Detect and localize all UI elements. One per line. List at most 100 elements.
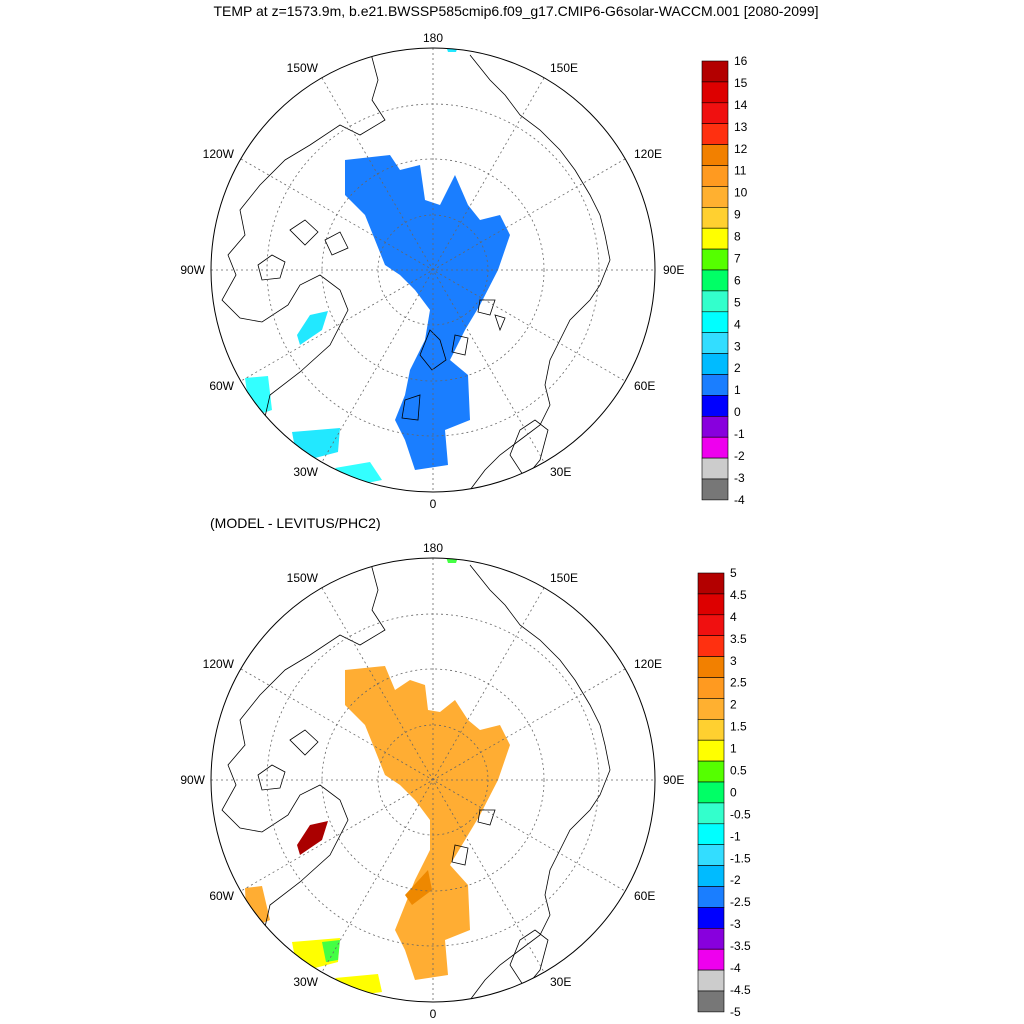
bottom-field-yellow-2 (335, 974, 382, 996)
top-polar-map: 180 0 90W 90E 150W 150E 120W 120E 60W 60… (180, 31, 684, 511)
colorbar-swatch (701, 332, 729, 354)
colorbar-label: 2.5 (730, 676, 747, 690)
bottom-field-orange-patch (245, 886, 270, 925)
colorbar-label: 3.5 (730, 632, 747, 646)
bottom-lon-labels: 180 0 90W 90E 150W 150E 120W 120E 60W 60… (180, 541, 684, 1021)
colorbar-label: 8 (734, 230, 741, 244)
colorbar-label: 2 (734, 361, 741, 375)
colorbar-swatch (701, 81, 729, 104)
colorbar-swatch (701, 290, 729, 313)
colorbar-swatch (697, 572, 725, 595)
colorbar-swatch (701, 436, 729, 459)
colorbar-swatch (701, 60, 729, 83)
lon-label-30w: 30W (293, 975, 318, 989)
colorbar-label: -2 (730, 873, 741, 887)
bottom-colorbar: 5 4.5 4 3.5 3 2.5 2 1.5 1 0.5 0 -0.5 -1 -1.5 -2 -2.5 -3 -… (697, 566, 751, 1019)
colorbar-swatch (697, 886, 725, 908)
top-field-main (345, 155, 510, 470)
lon-label-150e: 150E (550, 61, 578, 75)
top-map-boundary (210, 47, 656, 493)
colorbar-label: 3 (730, 654, 737, 668)
lon-label-150w: 150W (287, 571, 319, 585)
colorbar-swatch (701, 374, 729, 396)
colorbar-label: 0.5 (730, 764, 747, 778)
bottom-field-green (322, 940, 340, 962)
colorbar-label: -2 (734, 449, 745, 463)
bottom-field-main (345, 666, 510, 980)
bottom-polar-map: 180 0 90W 90E 150W 150E 120W 120E 60W 60… (180, 541, 684, 1021)
colorbar-label: 4 (730, 610, 737, 624)
colorbar-label: 0 (734, 405, 741, 419)
colorbar-swatch (701, 207, 729, 229)
colorbar-swatch (697, 718, 725, 741)
colorbar-label: -4.5 (730, 983, 751, 997)
colorbar-swatch (701, 395, 729, 417)
lon-label-90e: 90E (663, 263, 684, 277)
top-field-patch-2 (245, 376, 272, 414)
colorbar-swatch (697, 844, 725, 866)
bottom-coastlines (221, 559, 611, 1001)
colorbar-label: 1 (734, 383, 741, 397)
colorbar-swatch (697, 990, 725, 1013)
lon-label-180: 180 (423, 31, 443, 45)
colorbar-swatch (697, 948, 725, 971)
lon-label-0: 0 (430, 1007, 437, 1021)
colorbar-swatch (701, 248, 729, 271)
colorbar-label: 15 (734, 76, 748, 90)
colorbar-label: -3.5 (730, 939, 751, 953)
colorbar-swatch (697, 802, 725, 825)
lon-label-120w: 120W (203, 147, 235, 161)
top-coastlines (221, 49, 611, 491)
colorbar-label: 4 (734, 317, 741, 331)
lon-label-90w: 90W (180, 773, 205, 787)
figure-title: TEMP at z=1573.9m, b.e21.BWSSP585cmip6.f… (213, 3, 818, 19)
bottom-graticule (211, 558, 655, 1002)
colorbar-label: 2 (730, 698, 737, 712)
lon-label-120e: 120E (634, 657, 662, 671)
colorbar-swatch (701, 227, 729, 250)
colorbar-label: 14 (734, 98, 748, 112)
colorbar-swatch (697, 907, 725, 929)
colorbar-swatch (701, 165, 729, 187)
colorbar-label: -3 (730, 917, 741, 931)
colorbar-swatch (701, 102, 729, 125)
bottom-field-top-green (446, 558, 458, 563)
colorbar-label: 13 (734, 120, 748, 134)
colorbar-swatch (697, 677, 725, 699)
colorbar-swatch (701, 269, 729, 292)
colorbar-label: -3 (734, 471, 745, 485)
colorbar-swatch (701, 186, 729, 208)
colorbar-label: 4.5 (730, 588, 747, 602)
colorbar-label: 1.5 (730, 720, 747, 734)
lon-label-0: 0 (430, 497, 437, 511)
colorbar-label: -4 (730, 961, 741, 975)
lon-label-30w: 30W (293, 465, 318, 479)
lon-label-60w: 60W (209, 889, 234, 903)
bottom-field-dark-orange (405, 870, 432, 905)
colorbar-swatch (701, 123, 729, 145)
colorbar-label: -4 (734, 493, 745, 507)
colorbar-swatch (701, 144, 729, 166)
top-field-patch-1 (297, 311, 328, 345)
colorbar-swatch (697, 698, 725, 720)
colorbar-swatch (701, 478, 729, 501)
top-field-patch-4 (335, 462, 382, 486)
lon-label-180: 180 (423, 541, 443, 555)
lon-label-120w: 120W (203, 657, 235, 671)
colorbar-label: -5 (730, 1005, 741, 1019)
colorbar-swatch (697, 823, 725, 845)
top-graticule (211, 48, 655, 492)
colorbar-swatch (701, 415, 729, 438)
colorbar-swatch (697, 927, 725, 950)
lon-label-60w: 60W (209, 379, 234, 393)
colorbar-swatch (701, 457, 729, 480)
colorbar-swatch (697, 865, 725, 887)
lon-label-150w: 150W (287, 61, 319, 75)
colorbar-label: 7 (734, 252, 741, 266)
bottom-field-dark-red (297, 821, 328, 855)
colorbar-label: 9 (734, 208, 741, 222)
lon-label-150e: 150E (550, 571, 578, 585)
colorbar-label: 10 (734, 186, 748, 200)
colorbar-swatch (697, 593, 725, 616)
